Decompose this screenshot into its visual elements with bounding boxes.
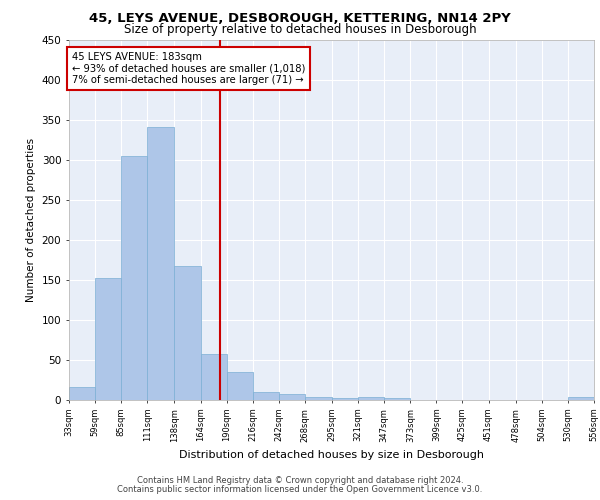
Bar: [175, 266, 200, 400]
Bar: [95, 278, 121, 400]
Bar: [69, 387, 95, 400]
Bar: [253, 392, 279, 400]
Bar: [147, 127, 175, 400]
Text: 45 LEYS AVENUE: 183sqm
← 93% of detached houses are smaller (1,018)
7% of semi-d: 45 LEYS AVENUE: 183sqm ← 93% of detached…: [72, 52, 305, 85]
Bar: [358, 397, 384, 400]
X-axis label: Distribution of detached houses by size in Desborough: Distribution of detached houses by size …: [179, 450, 484, 460]
Bar: [121, 156, 147, 400]
Y-axis label: Number of detached properties: Number of detached properties: [26, 138, 36, 302]
Bar: [227, 372, 253, 400]
Bar: [200, 354, 227, 400]
Text: Size of property relative to detached houses in Desborough: Size of property relative to detached ho…: [124, 22, 476, 36]
Text: Contains public sector information licensed under the Open Government Licence v3: Contains public sector information licen…: [118, 484, 482, 494]
Text: 45, LEYS AVENUE, DESBOROUGH, KETTERING, NN14 2PY: 45, LEYS AVENUE, DESBOROUGH, KETTERING, …: [89, 12, 511, 26]
Text: Contains HM Land Registry data © Crown copyright and database right 2024.: Contains HM Land Registry data © Crown c…: [137, 476, 463, 485]
Bar: [332, 398, 358, 400]
Bar: [568, 397, 594, 400]
Bar: [279, 394, 305, 400]
Bar: [384, 398, 410, 400]
Bar: [305, 397, 332, 400]
